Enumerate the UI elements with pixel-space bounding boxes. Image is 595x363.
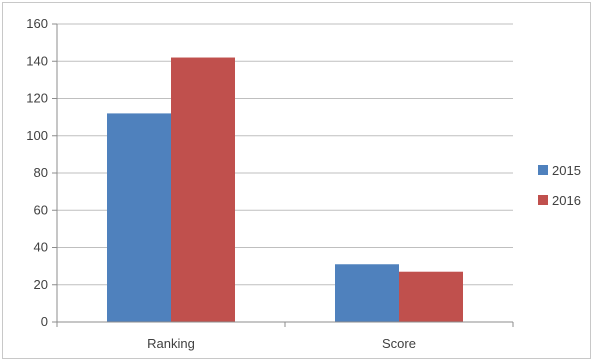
y-tick-label: 120	[26, 91, 48, 106]
bar-score-2016	[399, 271, 463, 322]
y-tick-label: 0	[41, 314, 48, 329]
y-tick-label: 140	[26, 53, 48, 68]
y-tick-label: 100	[26, 128, 48, 143]
y-tick-label: 40	[34, 240, 48, 255]
y-tick-label: 80	[34, 165, 48, 180]
x-axis-categories: Ranking Score	[147, 336, 416, 351]
legend: 2015 2016	[538, 163, 581, 208]
bar-ranking-2016	[171, 57, 235, 323]
legend-label-2015: 2015	[552, 163, 581, 178]
y-tick-label: 60	[34, 202, 48, 217]
x-category-label: Ranking	[147, 336, 195, 351]
bar-ranking-2015	[107, 113, 171, 323]
legend-label-2016: 2016	[552, 193, 581, 208]
legend-swatch-2015	[538, 165, 548, 175]
y-axis-ticks: 0 20 40 60 80 100 120 140 160	[26, 16, 57, 329]
y-tick-label: 160	[26, 16, 48, 31]
bar-score-2015	[335, 264, 399, 322]
x-category-label: Score	[382, 336, 416, 351]
legend-swatch-2016	[538, 195, 548, 205]
axes	[56, 24, 514, 327]
bars	[107, 57, 463, 323]
y-tick-label: 20	[34, 277, 48, 292]
